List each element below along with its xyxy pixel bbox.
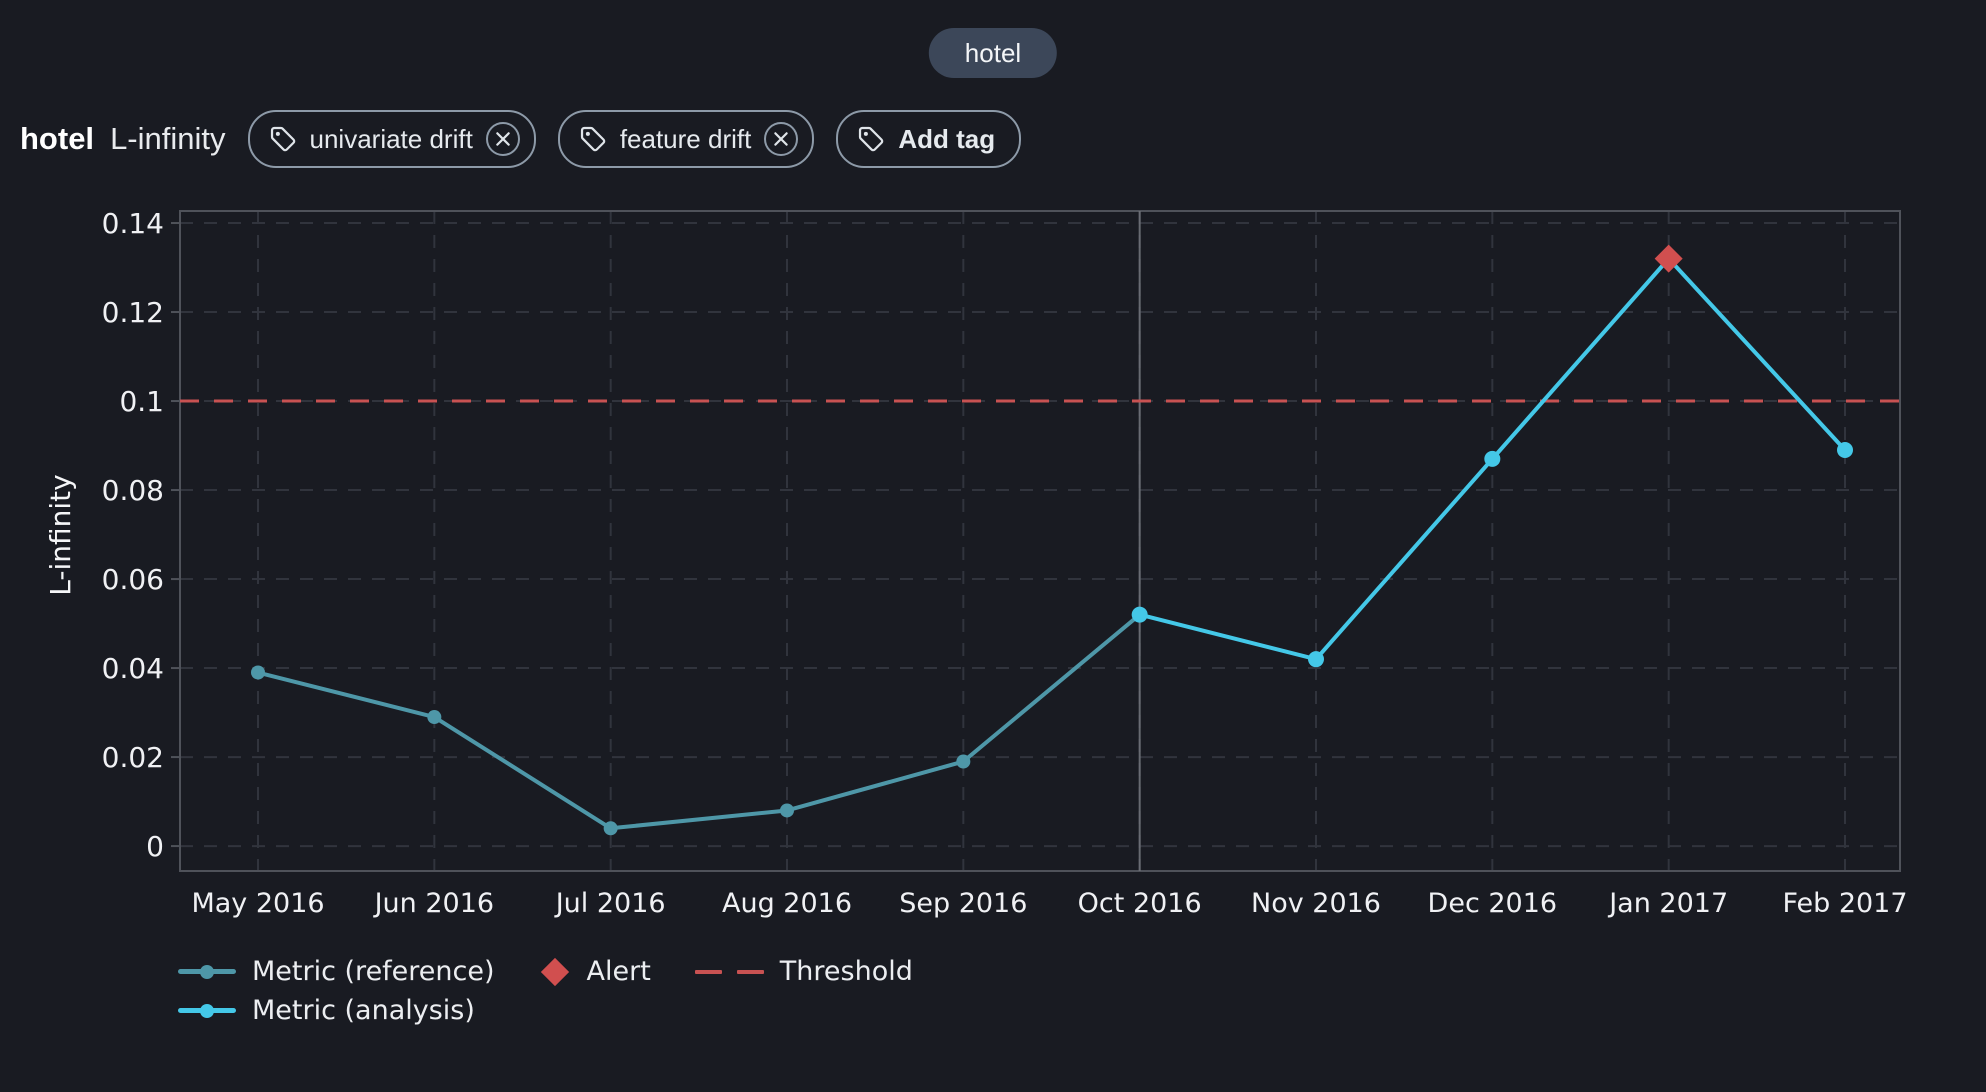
data-point-reference-2[interactable] bbox=[603, 821, 618, 836]
dataset-pill[interactable]: hotel bbox=[928, 28, 1058, 78]
y-axis-tick-label: 0.14 bbox=[102, 207, 164, 240]
tag-label: feature drift bbox=[619, 123, 752, 154]
data-point-reference-1[interactable] bbox=[427, 710, 442, 725]
y-axis-tick-label: 0.1 bbox=[119, 385, 164, 418]
x-axis-tick-label: Jul 2016 bbox=[554, 888, 666, 919]
x-axis-tick-label: Oct 2016 bbox=[1078, 888, 1202, 919]
data-point-analysis-2[interactable] bbox=[1484, 450, 1501, 467]
tag-icon bbox=[858, 126, 885, 153]
legend-threshold-dash-icon bbox=[694, 969, 764, 974]
remove-tag-button[interactable] bbox=[485, 122, 520, 156]
chart-legend: Metric (reference) Alert Threshold Metri… bbox=[178, 956, 913, 1026]
legend-item-metric-analysis[interactable]: Metric (analysis) bbox=[178, 995, 475, 1026]
legend-alert-diamond-icon bbox=[540, 957, 569, 986]
add-tag-label: Add tag bbox=[898, 123, 996, 154]
dataset-pill-label: hotel bbox=[964, 37, 1022, 68]
x-axis-tick-label: May 2016 bbox=[191, 888, 324, 919]
y-axis-tick-label: 0 bbox=[146, 830, 164, 863]
x-axis-tick-label: Jun 2016 bbox=[373, 888, 494, 919]
title-row: hotel L-infinity univariate drift featur… bbox=[20, 110, 1022, 168]
x-axis-tick-label: Dec 2016 bbox=[1428, 888, 1558, 919]
tag-icon bbox=[580, 126, 607, 153]
series-line-reference bbox=[256, 612, 1142, 831]
legend-label-analysis: Metric (analysis) bbox=[252, 995, 475, 1026]
tag-label: univariate drift bbox=[309, 123, 473, 154]
x-axis-tick-label: Feb 2017 bbox=[1782, 888, 1907, 919]
x-axis-tick-label: Aug 2016 bbox=[722, 888, 852, 919]
drift-chart: May 2016 Jun 2016 Jul 2016 Aug 2016 Sep 2016… bbox=[40, 160, 1940, 930]
data-point-analysis-4[interactable] bbox=[1837, 441, 1853, 458]
legend-item-alert[interactable]: Alert bbox=[539, 956, 651, 987]
tag-chip-feature-drift[interactable]: feature drift bbox=[557, 110, 815, 168]
y-axis-title: L-infinity bbox=[44, 474, 77, 595]
x-axis-tick-label: Nov 2016 bbox=[1251, 888, 1381, 919]
add-tag-button[interactable]: Add tag bbox=[836, 110, 1022, 168]
data-point-reference-4[interactable] bbox=[956, 754, 971, 769]
tag-icon bbox=[270, 126, 297, 153]
x-axis-tick-label: Sep 2016 bbox=[899, 888, 1027, 919]
y-axis-tick-label: 0.02 bbox=[102, 741, 164, 774]
legend-item-threshold[interactable]: Threshold bbox=[694, 956, 913, 987]
legend-label-threshold: Threshold bbox=[779, 956, 913, 987]
data-point-analysis-0[interactable] bbox=[1131, 606, 1148, 623]
data-point-analysis-1[interactable] bbox=[1308, 651, 1324, 668]
x-axis-tick-label: Jan 2017 bbox=[1607, 888, 1728, 919]
legend-analysis-line-icon bbox=[178, 1008, 236, 1013]
data-point-reference-0[interactable] bbox=[251, 665, 265, 680]
y-axis-tick-label: 0.08 bbox=[102, 474, 164, 507]
y-axis-tick-label: 0.12 bbox=[102, 296, 164, 329]
drift-chart-plot-area[interactable]: May 2016 Jun 2016 Jul 2016 Aug 2016 Sep 2016… bbox=[40, 160, 1940, 930]
y-axis-tick-label: 0.06 bbox=[102, 563, 164, 596]
tag-chip-univariate-drift[interactable]: univariate drift bbox=[247, 110, 536, 168]
alert-marker[interactable] bbox=[1654, 244, 1683, 273]
page-title-metric: L-infinity bbox=[110, 121, 226, 156]
plot-frame bbox=[179, 210, 1901, 872]
legend-label-alert: Alert bbox=[586, 956, 651, 987]
remove-tag-button[interactable] bbox=[764, 122, 799, 156]
legend-label-reference: Metric (reference) bbox=[252, 956, 495, 987]
y-axis-tick-label: 0.04 bbox=[102, 652, 164, 685]
page-title-dataset: hotel bbox=[20, 121, 95, 156]
data-point-reference-3[interactable] bbox=[780, 803, 794, 818]
legend-reference-line-icon bbox=[178, 969, 236, 974]
legend-item-metric-reference[interactable]: Metric (reference) bbox=[178, 956, 495, 987]
